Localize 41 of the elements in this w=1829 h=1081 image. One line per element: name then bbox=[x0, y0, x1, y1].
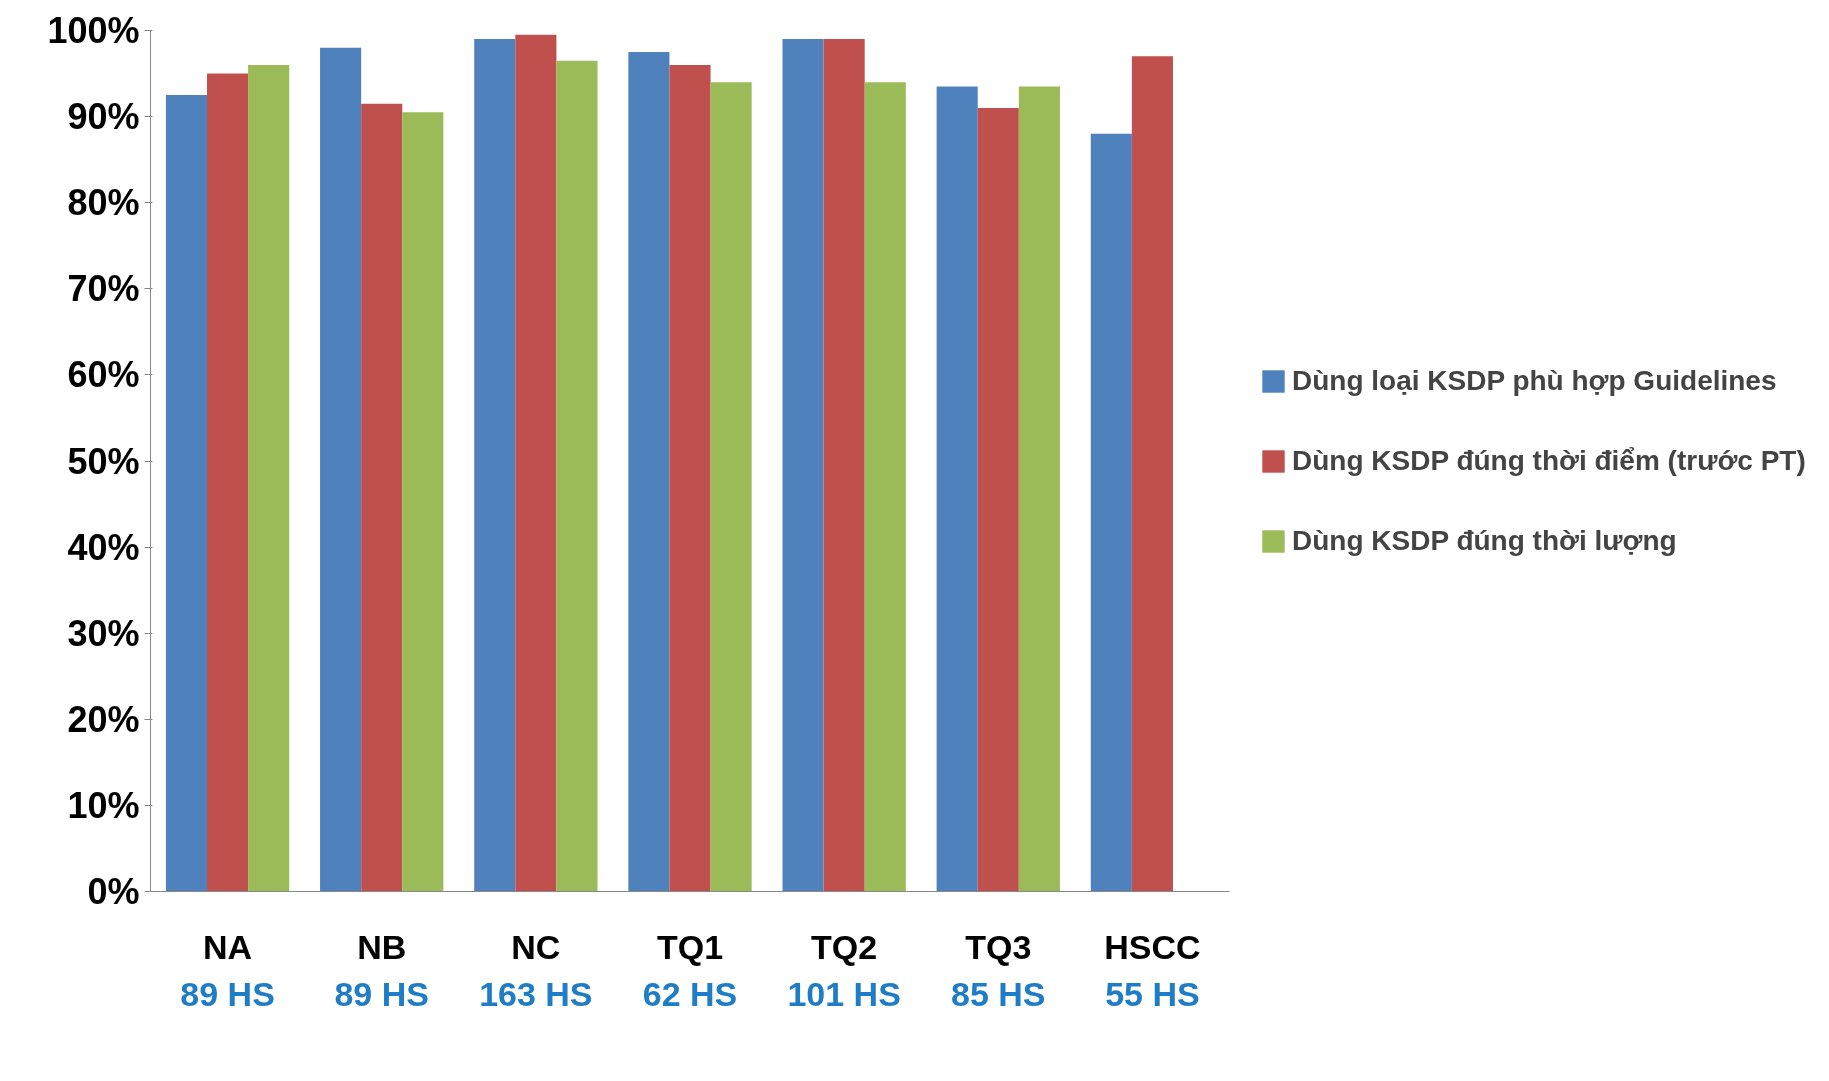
bar bbox=[248, 64, 290, 892]
bar bbox=[515, 34, 557, 892]
y-tick-label: 70% bbox=[67, 268, 140, 310]
bar bbox=[864, 82, 906, 892]
y-tick-label: 10% bbox=[67, 784, 140, 826]
y-tick-label: 50% bbox=[67, 440, 140, 482]
legend-label: Dùng KSDP đúng thời điểm (trước PT) bbox=[1292, 443, 1806, 478]
y-tick-label: 80% bbox=[67, 182, 140, 224]
category-label: HSCC 55 HS bbox=[1104, 927, 1201, 1013]
category-label: TQ2 101 HS bbox=[787, 927, 901, 1013]
y-tick-label: 100% bbox=[47, 10, 140, 51]
category-label: NB 89 HS bbox=[334, 927, 429, 1013]
bar bbox=[207, 73, 249, 892]
y-tick-label: 90% bbox=[67, 96, 140, 138]
bar bbox=[402, 112, 444, 892]
bar bbox=[165, 95, 208, 892]
y-tick-label: 20% bbox=[67, 698, 140, 740]
bar bbox=[1018, 86, 1060, 892]
bar bbox=[1131, 56, 1173, 892]
bar bbox=[823, 39, 865, 892]
bar bbox=[556, 60, 598, 892]
bar bbox=[361, 103, 403, 892]
bar bbox=[628, 52, 670, 892]
bar bbox=[320, 47, 362, 892]
category-label: TQ3 85 HS bbox=[951, 927, 1046, 1013]
bar bbox=[977, 107, 1019, 892]
y-tick-label: 60% bbox=[67, 354, 140, 396]
category-label: NA 89 HS bbox=[180, 927, 275, 1013]
bar bbox=[782, 39, 824, 892]
bar bbox=[1090, 133, 1132, 892]
category-label: NC 163 HS bbox=[479, 927, 593, 1013]
bar bbox=[710, 82, 752, 892]
category-label: TQ1 62 HS bbox=[642, 927, 738, 1013]
legend-label: Dùng KSDP đúng thời lượng bbox=[1292, 523, 1677, 558]
legend-label: Dùng loại KSDP phù hợp Guidelines bbox=[1292, 363, 1777, 398]
y-tick-label: 0% bbox=[87, 871, 140, 912]
y-tick-label: 40% bbox=[67, 526, 140, 568]
bar bbox=[936, 86, 978, 892]
bar bbox=[474, 39, 516, 892]
y-tick-label: 30% bbox=[67, 612, 140, 654]
bar bbox=[669, 64, 711, 892]
